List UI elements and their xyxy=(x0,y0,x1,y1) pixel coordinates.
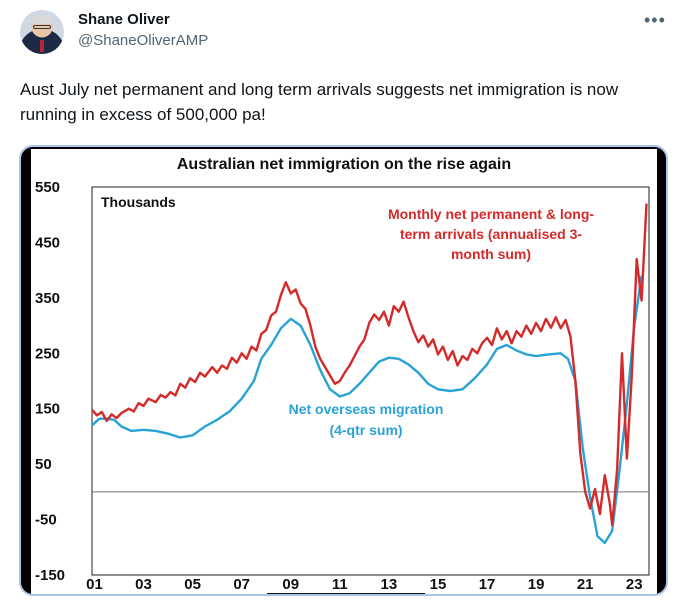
y-tick-label: 250 xyxy=(35,345,60,362)
avatar-hair xyxy=(32,15,52,24)
series-line-blue xyxy=(91,275,643,545)
chart-svg: Australian net immigration on the rise a… xyxy=(35,156,650,594)
x-tick-label: 13 xyxy=(381,576,398,593)
avatar-tie xyxy=(40,40,44,52)
tweet-text: Aust July net permanent and long term ar… xyxy=(20,80,619,124)
x-tick-label: 07 xyxy=(233,576,250,593)
tweet-media[interactable]: Australian net immigration on the rise a… xyxy=(19,145,668,596)
author-handle[interactable]: @ShaneOliverAMP xyxy=(78,32,209,49)
y-tick-label: -150 xyxy=(35,567,65,584)
x-tick-label: 23 xyxy=(626,576,643,593)
red-series-annotation: Monthly net permanent & long-term arriva… xyxy=(388,206,594,262)
y-axis-ticks: 550 450 350 250 150 50 -50 -150 xyxy=(35,179,65,584)
author-name[interactable]: Shane Oliver xyxy=(78,11,170,28)
y-tick-label: 350 xyxy=(35,290,60,307)
y-tick-label: 550 xyxy=(35,179,60,196)
red-annotation-line: Monthly net permanent & long- xyxy=(388,206,594,222)
series-line-red xyxy=(91,203,648,527)
more-horizontal-icon[interactable]: ••• xyxy=(644,10,666,30)
x-tick-label: 05 xyxy=(184,576,201,593)
series-layer xyxy=(91,203,648,545)
plot-frame xyxy=(91,186,650,576)
x-tick-label: 11 xyxy=(332,576,348,593)
units-label: Thousands xyxy=(101,194,176,210)
blue-annotation-line: Net overseas migration xyxy=(289,401,444,417)
x-tick-label: 01 xyxy=(86,576,103,593)
x-axis-ticks: 01 03 05 07 09 11 13 15 17 19 21 23 xyxy=(86,576,643,593)
x-tick-label: 21 xyxy=(577,576,594,593)
author-avatar[interactable] xyxy=(20,10,64,54)
y-tick-label: 150 xyxy=(35,401,60,418)
y-tick-label: 450 xyxy=(35,234,60,251)
x-tick-label: 03 xyxy=(135,576,152,593)
blue-series-annotation: Net overseas migration (4-qtr sum) xyxy=(289,401,444,438)
x-tick-label: 17 xyxy=(479,576,496,593)
x-tick-label: 09 xyxy=(282,576,299,593)
y-tick-label: 50 xyxy=(35,456,52,473)
x-tick-label: 19 xyxy=(528,576,545,593)
red-annotation-line: term arrivals (annualised 3- xyxy=(400,226,582,242)
x-tick-label: 15 xyxy=(430,576,447,593)
blue-annotation-line: (4-qtr sum) xyxy=(329,422,402,438)
chart-panel: Australian net immigration on the rise a… xyxy=(31,149,657,594)
avatar-glasses xyxy=(33,25,51,29)
chart-title: Australian net immigration on the rise a… xyxy=(177,156,511,173)
red-annotation-line: month sum) xyxy=(451,246,531,262)
y-tick-label: -50 xyxy=(35,512,57,529)
